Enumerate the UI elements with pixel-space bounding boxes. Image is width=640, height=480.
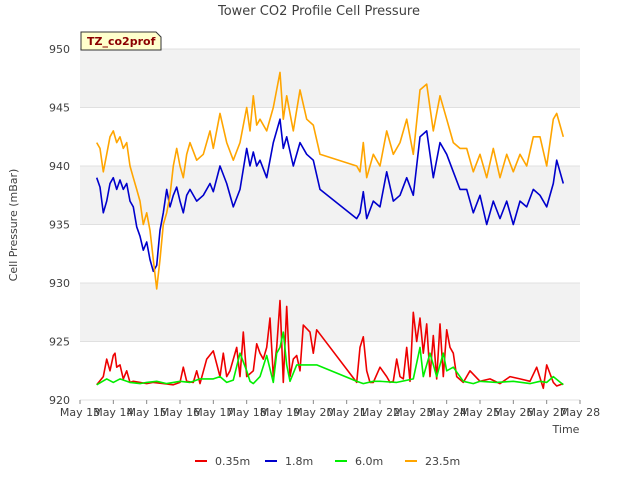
series-lines [95,71,565,390]
site-label-box: TZ_co2prof [80,31,162,51]
x-tick-label: May 19 [260,406,300,419]
plot-band [80,283,580,342]
x-tick-label: May 28 [560,406,600,419]
y-tick-label: 950 [49,43,70,56]
x-tick-label: May 22 [360,406,400,419]
x-tick-label: May 25 [460,406,500,419]
legend-entry: 23.5m [425,455,460,468]
y-tick-label: 925 [49,336,70,349]
series-line-0.35m [96,299,564,390]
x-tick-label: May 14 [93,406,133,419]
plot-band [80,224,580,283]
y-tick-label: 935 [49,219,70,232]
x-tick-label: May 26 [493,406,533,419]
plot-background [80,49,580,400]
x-tick-label: May 23 [393,406,433,419]
x-tick-label: May 17 [193,406,233,419]
x-tick-label: May 21 [327,406,367,419]
chart-title: Tower CO2 Profile Cell Pressure [217,4,420,19]
y-tick-label: 945 [49,102,70,115]
series-line-1.8m [95,118,565,273]
legend-entry: 0.35m [215,455,250,468]
series-line-6.0m [96,331,564,386]
x-tick-label: May 13 [60,406,100,419]
x-tick-label: May 24 [427,406,467,419]
legend-entry: 1.8m [285,455,313,468]
x-tick-label: May 20 [293,406,333,419]
y-tick-label: 940 [49,160,70,173]
series-line-23.5m [96,71,565,290]
site-label: TZ_co2prof [87,35,156,48]
legend: 0.35m 1.8m 6.0m 23.5m [195,455,460,468]
plot-band [80,166,580,225]
x-tick-label: May 18 [227,406,267,419]
x-tick-label: May 15 [127,406,167,419]
x-tick-label: May 27 [527,406,567,419]
y-axis-label: Cell Pressure (mBar) [7,169,20,282]
y-tick-label: 920 [49,394,70,407]
x-tick-label: May 16 [160,406,200,419]
x-axis-label: Time [552,423,580,436]
y-tick-label: 930 [49,277,70,290]
legend-entry: 6.0m [355,455,383,468]
plot-band [80,49,580,108]
plot-band [80,107,580,166]
